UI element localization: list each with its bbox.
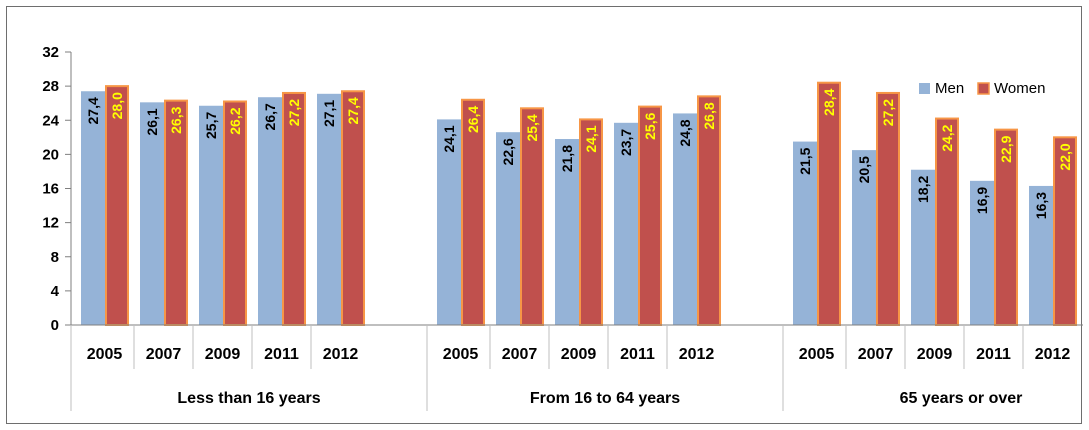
value-labels: 27,4 28,0 26,1 26,3 25,7 26,2 26,7 27,2 27,1 27,4… xyxy=(85,89,1073,220)
y-tick-label: 12 xyxy=(42,215,59,232)
x-tick-label: 2007 xyxy=(502,346,538,363)
value-label-women: 27,2 xyxy=(286,99,302,126)
value-label-men: 27,4 xyxy=(85,97,101,124)
bars xyxy=(81,81,1077,327)
bar-men xyxy=(555,139,579,325)
value-label-women: 27,4 xyxy=(345,97,361,124)
bar-men xyxy=(199,105,223,325)
x-tick-label: 2009 xyxy=(561,346,597,363)
bar-men xyxy=(614,122,638,325)
legend-swatch-men xyxy=(919,83,930,94)
value-label-men: 25,7 xyxy=(203,112,219,139)
value-label-women: 26,3 xyxy=(168,106,184,133)
x-tick-label: 2007 xyxy=(146,346,182,363)
bar-men xyxy=(140,102,164,325)
value-label-women: 24,2 xyxy=(939,124,955,151)
value-label-men: 26,1 xyxy=(144,108,160,135)
value-label-women: 22,0 xyxy=(1057,143,1073,170)
bar-women xyxy=(817,81,841,327)
legend-label-women: Women xyxy=(994,80,1045,97)
y-tick-label: 0 xyxy=(51,317,59,334)
x-tick-label: 2009 xyxy=(917,346,953,363)
x-tick-label: 2007 xyxy=(858,346,894,363)
bar-men xyxy=(911,169,935,325)
value-label-men: 23,7 xyxy=(618,129,634,156)
value-label-men: 24,8 xyxy=(677,119,693,146)
value-label-men: 21,8 xyxy=(559,145,575,172)
value-label-men: 27,1 xyxy=(321,100,337,127)
y-tick-label: 28 xyxy=(42,78,59,95)
value-label-women: 26,4 xyxy=(465,106,481,133)
x-tick-label: 2011 xyxy=(264,346,299,363)
y-tick-label: 32 xyxy=(42,44,59,61)
bar-women xyxy=(105,85,129,326)
bar-men xyxy=(673,113,697,325)
value-label-women: 27,2 xyxy=(880,99,896,126)
group-label: Less than 16 years xyxy=(177,390,320,407)
bar-men xyxy=(437,119,461,325)
value-label-men: 22,6 xyxy=(500,138,516,165)
value-label-men: 16,9 xyxy=(974,187,990,214)
x-tick-label: 2012 xyxy=(1035,346,1071,363)
legend-swatch-women xyxy=(977,82,990,95)
value-label-men: 20,5 xyxy=(856,156,872,183)
bar-women xyxy=(341,90,365,327)
legend-label-men: Men xyxy=(935,80,964,97)
y-tick-label: 4 xyxy=(51,283,60,300)
bar-men xyxy=(793,141,817,325)
value-label-women: 25,4 xyxy=(524,114,540,141)
bar-men xyxy=(1029,185,1053,325)
x-tick-label: 2011 xyxy=(620,346,655,363)
x-axis: 2005 2007 2009 2011 2012 Less than 16 years 20… xyxy=(70,324,1083,411)
bar-men xyxy=(852,150,876,325)
bar-chart: 0 4 8 12 16 20 24 28 32 27,4 28,0 26,1 26,3 25,7 26,2… xyxy=(42,44,1083,411)
value-label-men: 21,5 xyxy=(797,147,813,174)
value-label-women: 25,6 xyxy=(642,112,658,139)
value-label-men: 16,3 xyxy=(1033,192,1049,219)
y-tick-label: 20 xyxy=(42,146,59,163)
y-axis: 0 4 8 12 16 20 24 28 32 xyxy=(42,44,72,334)
x-tick-label: 2005 xyxy=(87,346,123,363)
x-tick-label: 2012 xyxy=(679,346,715,363)
legend: Men Women xyxy=(919,80,1045,97)
bar-women xyxy=(697,95,721,326)
value-label-women: 28,0 xyxy=(109,92,125,119)
bar-men xyxy=(496,132,520,325)
x-tick-label: 2011 xyxy=(976,346,1011,363)
x-tick-label: 2005 xyxy=(443,346,479,363)
x-tick-label: 2009 xyxy=(205,346,241,363)
x-tick-label: 2005 xyxy=(799,346,835,363)
bar-men xyxy=(81,91,105,326)
value-label-women: 28,4 xyxy=(821,89,837,116)
value-label-men: 18,2 xyxy=(915,176,931,203)
bar-women xyxy=(876,91,900,326)
value-label-women: 26,8 xyxy=(701,102,717,129)
value-label-women: 24,1 xyxy=(583,125,599,152)
y-tick-label: 24 xyxy=(42,112,59,129)
y-tick-label: 8 xyxy=(51,249,59,266)
bar-men xyxy=(317,93,341,325)
group-label: From 16 to 64 years xyxy=(530,390,680,407)
bar-men xyxy=(970,180,994,325)
bar-men xyxy=(258,97,282,325)
bar-women xyxy=(282,91,306,326)
value-label-men: 26,7 xyxy=(262,103,278,130)
group-label: 65 years or over xyxy=(900,390,1023,407)
value-label-men: 24,1 xyxy=(441,125,457,152)
x-tick-label: 2012 xyxy=(323,346,359,363)
y-tick-label: 16 xyxy=(42,181,59,198)
value-label-women: 26,2 xyxy=(227,107,243,134)
chart-frame: 0 4 8 12 16 20 24 28 32 27,4 28,0 26,1 26,3 25,7 26,2… xyxy=(6,6,1083,424)
value-label-women: 22,9 xyxy=(998,135,1014,162)
